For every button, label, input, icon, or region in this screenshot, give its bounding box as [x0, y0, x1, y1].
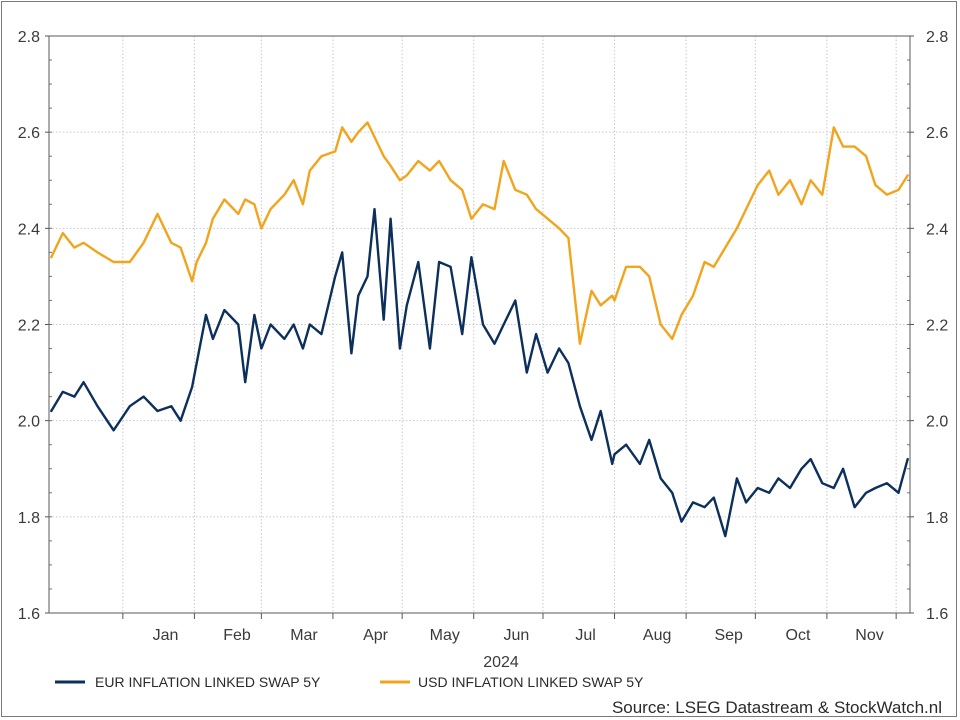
y-tick-label-left: 2.6 — [18, 125, 40, 142]
y-tick-label-right: 2.0 — [926, 414, 948, 431]
series-line-eur — [50, 207, 909, 538]
y-tick-label-left: 1.6 — [18, 606, 40, 623]
source-note: Source: LSEG Datastream & StockWatch.nl — [612, 698, 942, 717]
x-tick-label: May — [430, 627, 460, 644]
y-tick-label-right: 1.6 — [926, 606, 948, 623]
x-tick-label: Jan — [153, 627, 179, 644]
y-tick-label-right: 1.8 — [926, 510, 948, 527]
series-lines — [50, 121, 909, 538]
x-tick-label: Jun — [503, 627, 529, 644]
x-tick-label: Oct — [786, 627, 811, 644]
y-tick-label-right: 2.6 — [926, 125, 948, 142]
y-tick-label-left: 2.2 — [18, 318, 40, 335]
legend: EUR INFLATION LINKED SWAP 5Y USD INFLATI… — [55, 674, 644, 690]
y-tick-label-right: 2.2 — [926, 318, 948, 335]
legend-label-usd: USD INFLATION LINKED SWAP 5Y — [418, 674, 644, 690]
x-tick-label: Nov — [855, 627, 883, 644]
grid — [49, 36, 910, 613]
x-tick-label: Jul — [575, 627, 595, 644]
tick-labels: 1.6 1.6 1.8 1.8 2.0 2.0 2.2 2.2 2.4 2.4 2.6 2.6 2.8 2… — [18, 29, 949, 644]
y-tick-label-left: 1.8 — [18, 510, 40, 527]
y-tick-label-left: 2.4 — [18, 221, 40, 238]
x-tick-label: Sep — [714, 627, 743, 644]
legend-label-eur: EUR INFLATION LINKED SWAP 5Y — [95, 674, 321, 690]
x-tick-label: Aug — [643, 627, 671, 644]
series-line-usd — [50, 121, 909, 345]
y-tick-label-right: 2.8 — [926, 29, 948, 46]
x-axis-year-label: 2024 — [483, 654, 519, 671]
x-tick-label: Mar — [290, 627, 318, 644]
y-tick-label-left: 2.0 — [18, 414, 40, 431]
axes — [45, 35, 914, 619]
x-tick-label: Feb — [223, 627, 251, 644]
x-tick-label: Apr — [363, 627, 389, 644]
plot-border — [48, 35, 911, 614]
y-tick-label-left: 2.8 — [18, 29, 40, 46]
y-tick-label-right: 2.4 — [926, 221, 948, 238]
